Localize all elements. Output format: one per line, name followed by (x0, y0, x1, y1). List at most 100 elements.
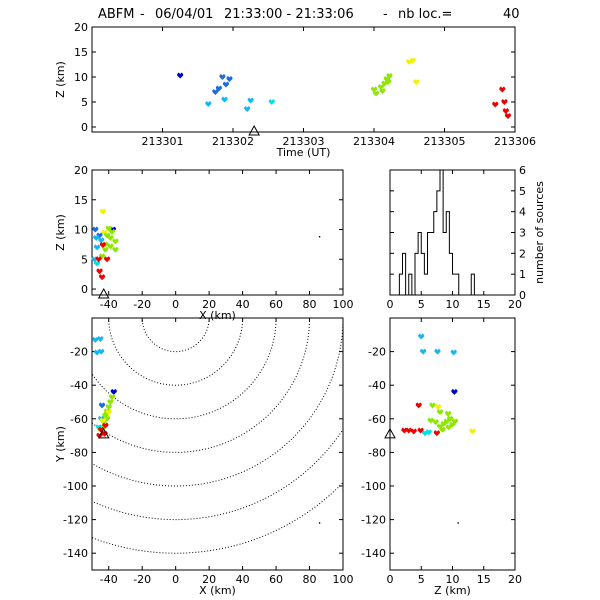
x_height-xtick-label: 0 (172, 298, 179, 311)
x_y_plan-range-rings (92, 318, 343, 554)
time_height-point (226, 76, 233, 82)
time_height-station-marker (248, 124, 260, 136)
x_y_plan-point (109, 393, 116, 400)
height_y-station-marker (384, 427, 396, 439)
x_y_plan-xtick-label: 0 (172, 573, 179, 586)
x_height-point (104, 256, 111, 263)
time_height-xtick-label: 213305 (424, 135, 466, 148)
height_histogram-xtick-label: 0 (387, 298, 394, 311)
time_height-xtick-label: 213302 (212, 135, 254, 148)
height_histogram-ytick-label: 0 (519, 289, 526, 302)
height_y-point (434, 348, 441, 355)
height_histogram-ytick-label: 2 (519, 247, 526, 260)
x_y_plan-point (98, 348, 105, 355)
x_height-xtick-label: 100 (333, 298, 354, 311)
x_height-xtick-label: -20 (133, 298, 151, 311)
time_height-point (268, 99, 275, 105)
time_height-xtick-label: 213301 (142, 135, 184, 148)
height_histogram-bar (456, 274, 459, 295)
time_height-point (409, 57, 416, 64)
height_y-point (410, 428, 417, 435)
x_y_plan-point (97, 336, 104, 342)
height_y-point (429, 402, 436, 409)
time_height-point (177, 72, 184, 79)
x_y_plan-point (99, 402, 106, 409)
height_y-xtick-label: 5 (418, 573, 425, 586)
height_y-x-axis-label: Z (km) (434, 584, 471, 597)
height_y-point (420, 348, 427, 355)
x_height-point (99, 274, 106, 281)
x_y_plan-point (110, 388, 117, 395)
height_histogram-ytick-label: 3 (519, 227, 526, 240)
height_y-point (447, 415, 453, 422)
time_height-ytick-label: 15 (74, 46, 88, 59)
x_y_plan-range-ring (92, 318, 310, 453)
x_height-xtick-label: -40 (100, 298, 118, 311)
time_height-point (492, 101, 499, 108)
x_height-point (99, 208, 106, 215)
height_y-point (445, 410, 452, 417)
height_histogram-bar (424, 274, 427, 295)
time_height-point (373, 90, 380, 97)
time_height-point (219, 74, 226, 80)
time_height-point (244, 106, 251, 112)
height_y-point (415, 402, 422, 409)
time_height-point (247, 97, 254, 104)
figure-title-date: 06/04/01 (155, 7, 213, 22)
time_height-xtick-label: 213306 (494, 135, 536, 148)
height_histogram-xtick-label: 15 (477, 298, 491, 311)
height_histogram-xtick-label: 5 (418, 298, 425, 311)
x_height-ytick-label: 20 (74, 164, 88, 177)
height_histogram-bar (453, 274, 456, 295)
x_y_plan-ytick-label: -100 (63, 480, 88, 493)
height_y-ytick-label: -40 (368, 379, 386, 392)
height_y-point (445, 424, 452, 431)
x_height-ytick-label: 10 (74, 224, 88, 237)
height_y-ytick-label: -80 (368, 446, 386, 459)
x_y_plan-ytick-label: -40 (70, 379, 88, 392)
x_y_plan-ytick-label: -60 (70, 413, 88, 426)
x_y_plan-point (99, 417, 106, 424)
height_y-point (435, 404, 442, 411)
height_histogram-histogram-steps (398, 169, 475, 296)
x_height-point (96, 268, 103, 275)
x_y_plan-x-axis-label: X (km) (199, 584, 236, 597)
height_y-point (432, 419, 439, 426)
x_y_plan-ytick-label: -140 (63, 547, 88, 560)
height_y-point (437, 409, 443, 416)
x_y_plan-xtick-label: 40 (236, 573, 250, 586)
figure-title-count: 40 (503, 7, 520, 22)
x_y_plan-ytick-label: -20 (70, 346, 88, 359)
x_y_plan-ytick-label: -120 (63, 514, 88, 527)
x_y_plan-range-ring (108, 318, 244, 386)
time_height-plot-frame (91, 26, 516, 133)
time_height-point (499, 86, 506, 93)
x_y_plan-point (92, 336, 99, 343)
height_y-ytick-label: -60 (368, 413, 386, 426)
height_y-xtick-label: 10 (446, 573, 460, 586)
height_y-point (450, 349, 457, 356)
x_y_plan-xtick-label: -40 (100, 573, 118, 586)
figure-title-dash-1: - (140, 7, 145, 22)
time_height-ytick-label: 10 (74, 71, 88, 84)
time_height-point (386, 73, 393, 79)
x_height-point (107, 243, 114, 250)
time_height-point (501, 99, 508, 105)
height_y-point (433, 430, 440, 437)
height_histogram-bar (449, 253, 452, 295)
x_y_plan-plot-frame (91, 317, 344, 571)
height_histogram-bar (443, 233, 446, 296)
x_height-point (94, 244, 101, 251)
x_height-point (99, 242, 106, 248)
height_y-point (425, 429, 432, 436)
height_histogram-bar (437, 191, 440, 295)
time_height-point (502, 108, 509, 114)
height_histogram-bar (446, 212, 449, 295)
x_height-xtick-label: 20 (202, 298, 216, 311)
x_height-y-axis-label: Z (km) (54, 214, 67, 251)
height_histogram-bar (418, 233, 421, 296)
x_y_plan-point (318, 522, 321, 524)
height_y-plot-frame (389, 317, 516, 571)
time_height-point (504, 113, 511, 119)
